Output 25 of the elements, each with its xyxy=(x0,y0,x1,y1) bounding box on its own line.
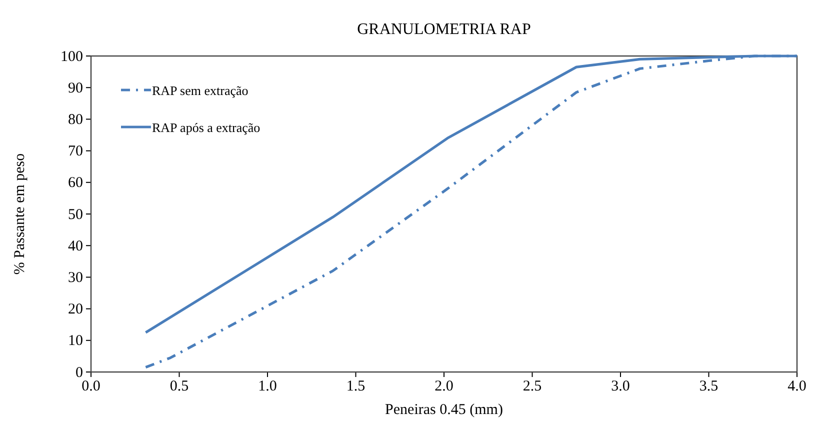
legend-label: RAP após a extração xyxy=(152,120,260,135)
y-tick-label: 70 xyxy=(68,144,83,160)
y-tick-label: 30 xyxy=(68,270,83,286)
x-tick-label: 2.5 xyxy=(522,378,542,395)
x-tick-label: 4.0 xyxy=(788,378,806,395)
x-tick-label: 1.0 xyxy=(258,378,277,395)
y-tick-label: 100 xyxy=(60,48,83,65)
y-tick-label: 50 xyxy=(68,206,83,223)
legend-label: RAP sem extração xyxy=(152,83,248,98)
y-tick-label: 60 xyxy=(68,175,83,192)
x-tick-label: 2.0 xyxy=(434,378,454,395)
y-tick-label: 10 xyxy=(68,333,83,350)
x-tick-label: 0.0 xyxy=(82,378,100,395)
y-tick-label: 0 xyxy=(76,364,83,381)
y-axis-title: % Passante em peso xyxy=(12,153,28,275)
x-axis-title: Peneiras 0.45 (mm) xyxy=(385,402,503,418)
chart-title: GRANULOMETRIA RAP xyxy=(357,21,531,38)
x-tick-label: 3.5 xyxy=(699,378,718,395)
x-tick-label: 3.0 xyxy=(611,378,630,395)
y-tick-label: 20 xyxy=(68,302,83,318)
y-tick-label: 90 xyxy=(68,80,83,96)
y-tick-label: 40 xyxy=(68,238,83,254)
x-tick-label: 0.5 xyxy=(170,378,189,395)
y-tick-label: 80 xyxy=(68,112,83,128)
x-tick-label: 1.5 xyxy=(346,378,366,395)
